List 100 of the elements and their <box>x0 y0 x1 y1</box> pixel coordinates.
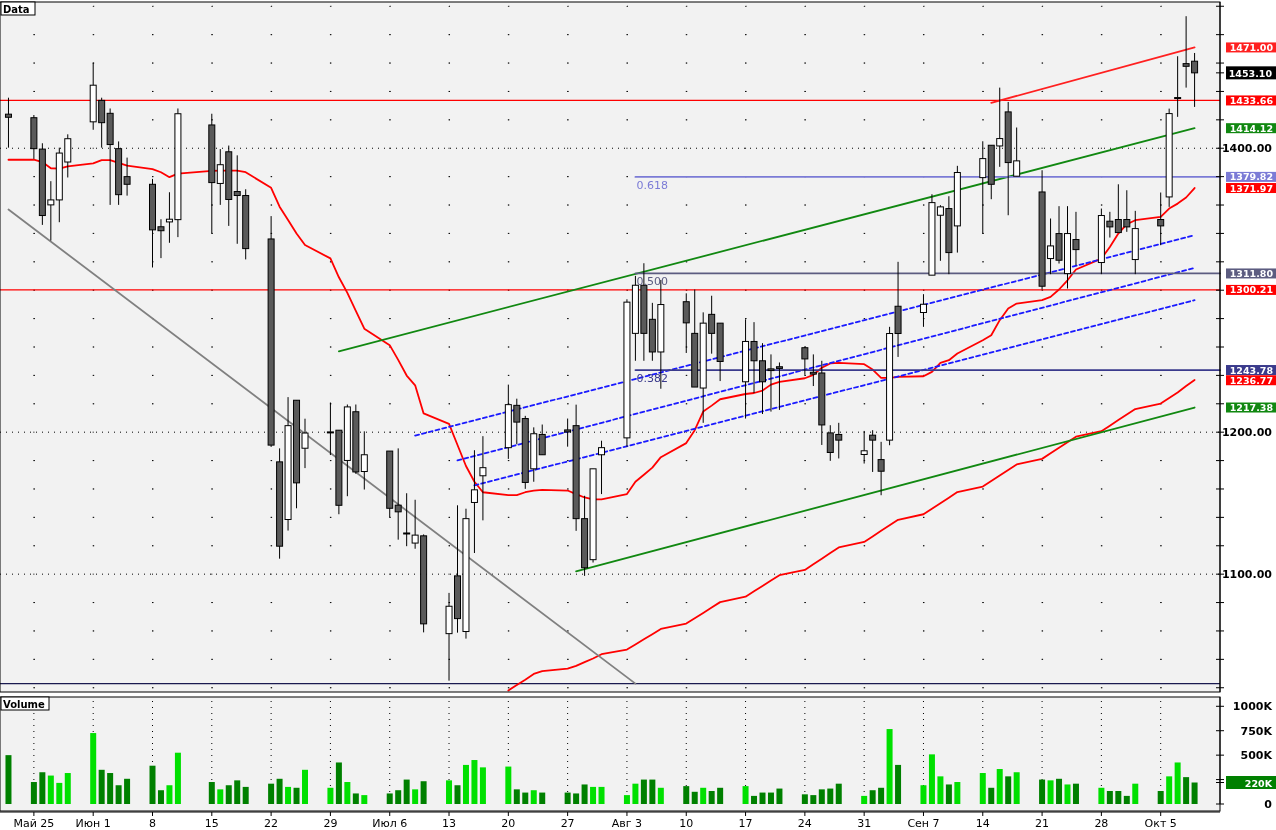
x-tick-label: Май 25 <box>13 817 55 830</box>
candlestick <box>919 293 927 328</box>
candlestick <box>877 441 885 496</box>
x-tick-label: 10 <box>679 817 694 830</box>
bar <box>471 760 478 804</box>
bar <box>166 785 173 804</box>
x-tick-label: Июн 1 <box>75 817 111 830</box>
y-tick-label: 750K <box>1240 724 1273 738</box>
bar <box>420 781 427 804</box>
candlestick <box>394 447 402 541</box>
x-tick-label: 27 <box>560 817 575 830</box>
bar <box>1013 772 1020 804</box>
y-tick-label: 1100.00 <box>1221 568 1273 582</box>
bar <box>5 755 12 804</box>
x-tick-label: 21 <box>1035 817 1050 830</box>
bar <box>564 792 571 804</box>
x-tick-label: Июл 6 <box>372 817 408 830</box>
bar <box>1047 780 1054 804</box>
bar <box>996 769 1003 804</box>
bar <box>1157 791 1164 804</box>
bar <box>225 785 232 804</box>
bar <box>895 764 902 804</box>
y-tick-label: 0 <box>1264 798 1273 811</box>
bar <box>217 789 224 804</box>
y-tick-label: 1453.10 <box>1228 67 1273 79</box>
bar <box>945 784 952 804</box>
bar <box>412 789 419 804</box>
bar <box>124 778 131 804</box>
bar <box>954 782 961 804</box>
bar <box>801 794 808 804</box>
text: 1371.97 <box>1229 182 1273 194</box>
bar <box>539 792 546 804</box>
y-tick-label: 1200.00 <box>1221 426 1273 440</box>
bar <box>208 782 215 804</box>
bar <box>776 788 783 804</box>
bar <box>56 782 63 804</box>
bar <box>717 787 724 804</box>
bar <box>1115 791 1122 804</box>
bar <box>920 785 927 804</box>
bar <box>454 785 461 804</box>
bar <box>1005 776 1012 804</box>
x-tick-label: 15 <box>204 817 219 830</box>
y-tick-label: 1000K <box>1232 700 1273 714</box>
candlestick <box>682 292 690 354</box>
bar <box>242 786 249 804</box>
bar <box>344 782 351 804</box>
x-tick-label: 20 <box>501 817 516 830</box>
bar <box>98 769 105 804</box>
bar <box>1056 778 1063 804</box>
bar <box>649 779 656 804</box>
bar <box>505 766 512 804</box>
bar <box>979 773 986 804</box>
bar <box>1191 782 1198 804</box>
x-tick-label: Сен 7 <box>907 817 940 830</box>
bar <box>446 780 453 804</box>
candlestick <box>860 430 868 465</box>
bar <box>403 779 410 804</box>
bar <box>691 791 698 804</box>
y-tick-label: 220K <box>1244 777 1273 789</box>
bar <box>1072 783 1079 804</box>
bar <box>1174 762 1181 804</box>
text: 1217.38 <box>1229 402 1274 414</box>
bar <box>149 765 156 804</box>
bar <box>700 787 707 804</box>
bar <box>361 795 368 804</box>
bar <box>115 785 122 804</box>
bar <box>573 793 580 804</box>
x-tick-label: 17 <box>738 817 753 830</box>
x-tick-label: Окт 5 <box>1144 817 1177 830</box>
bar <box>683 786 690 804</box>
x-tick-label: 29 <box>323 817 338 830</box>
bar <box>708 791 715 804</box>
bar <box>513 789 520 804</box>
x-tick-label: 13 <box>442 817 457 830</box>
text: 1236.77 <box>1229 374 1273 386</box>
series-label: 1243.78 <box>1229 364 1274 376</box>
ref-line-label: 1300.21 <box>1229 284 1273 296</box>
bar <box>590 786 597 804</box>
bar <box>1166 776 1173 804</box>
bar <box>598 786 605 804</box>
bar <box>479 767 486 804</box>
bar <box>827 788 834 804</box>
x-tick-label: Авг 3 <box>611 817 643 830</box>
bar <box>835 783 842 804</box>
bar <box>937 776 944 804</box>
bar <box>335 762 342 804</box>
bar <box>1098 787 1105 804</box>
series-label: 1379.82 <box>1229 171 1273 183</box>
bar <box>285 786 292 804</box>
x-tick-label: 31 <box>857 817 872 830</box>
bar <box>886 729 893 804</box>
bar <box>1123 795 1130 804</box>
bar <box>1183 777 1190 804</box>
series-label: 1311.80 <box>1229 267 1274 279</box>
bar <box>742 786 749 804</box>
bar <box>1106 791 1113 804</box>
bar <box>157 790 164 804</box>
bar <box>928 754 935 804</box>
bar <box>818 789 825 804</box>
bar <box>522 792 529 804</box>
